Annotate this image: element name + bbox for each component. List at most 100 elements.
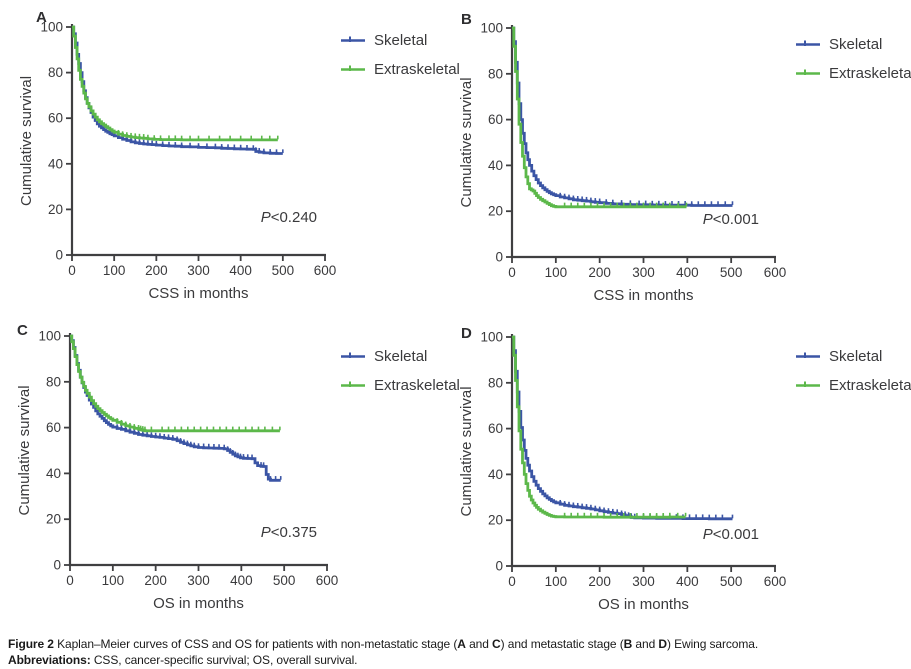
legend-item-extraskeletal: Extraskeletal [795, 375, 911, 395]
km-chart-c: 0 100 200 300 400 500 600 0 20 40 60 80 100 OS in mon… [16, 329, 339, 613]
km-chart-d: 0 100 200 300 400 500 600 0 20 40 60 80 100 OS in mon… [458, 330, 787, 614]
y-tick-label: 60 [488, 112, 503, 127]
p-value-number: <0.240 [270, 209, 317, 226]
curve-extraskeletal [72, 25, 278, 142]
x-tick-label: 0 [508, 265, 516, 280]
x-tick-label: 0 [66, 573, 74, 588]
km-chart-a: 0 100 200 300 400 500 600 0 20 40 60 80 100 CSS in mo… [18, 20, 337, 303]
x-tick-label: 100 [545, 574, 568, 589]
x-tick-label: 500 [720, 574, 743, 589]
y-tick-label: 60 [48, 111, 63, 126]
y-tick-label: 60 [488, 421, 503, 436]
legend-label-skeletal: Skeletal [829, 347, 883, 365]
skeletal-line-marker-icon [341, 352, 365, 358]
x-tick-label: 600 [764, 574, 787, 589]
x-tick-label: 400 [229, 263, 252, 278]
p-value-symbol: P [260, 209, 271, 226]
p-value-number: <0.375 [270, 524, 317, 541]
curve-extraskeletal [512, 335, 686, 519]
x-tick-label: 200 [588, 265, 611, 280]
extraskeletal-line-marker-icon [341, 381, 365, 387]
x-tick-label: 100 [545, 265, 568, 280]
extraskeletal-line-marker-icon [341, 65, 365, 71]
y-tick-label: 80 [48, 65, 63, 80]
y-tick-label: 100 [480, 330, 503, 345]
curve-extraskeletal [512, 26, 687, 209]
x-tick-label: 0 [508, 574, 516, 589]
p-value-a: P<0.240 [261, 209, 317, 226]
legend-c: Skeletal Extraskeletal [340, 346, 460, 404]
legend-label-extraskeletal: Extraskeletal [829, 64, 911, 82]
x-tick-label: 100 [102, 573, 125, 588]
legend-item-extraskeletal: Extraskeletal [340, 375, 460, 395]
x-tick-label: 200 [145, 263, 168, 278]
panel-b: B 0 100 200 300 400 500 600 0 20 40 60 80 100 CSS in … [455, 0, 911, 320]
km-chart-b: 0 100 200 300 400 500 600 0 20 40 60 80 100 CSS in mo… [458, 21, 786, 305]
x-tick-label: 600 [316, 573, 339, 588]
legend-label-extraskeletal: Extraskeletal [374, 60, 460, 78]
legend-item-extraskeletal: Extraskeletal [795, 63, 911, 83]
y-tick-label: 20 [488, 513, 503, 528]
legend-a: Skeletal Extraskeletal [340, 30, 460, 88]
skeletal-line-marker-icon [796, 352, 820, 358]
figure-caption-line1: Figure 2 Kaplan–Meier curves of CSS and … [8, 637, 759, 651]
y-tick-label: 40 [488, 158, 503, 173]
y-tick-label: 80 [488, 66, 503, 81]
x-axis-title: OS in months [598, 596, 689, 613]
x-axis-title: CSS in months [148, 285, 248, 302]
figure-caption: Figure 2 Kaplan–Meier curves of CSS and … [8, 636, 907, 668]
skeletal-line-marker-icon [796, 40, 820, 46]
panel-letter-d: D [461, 325, 472, 342]
x-tick-label: 100 [103, 263, 126, 278]
y-tick-label: 100 [38, 329, 61, 344]
y-tick-label: 80 [488, 375, 503, 390]
legend-item-skeletal: Skeletal [795, 34, 911, 54]
panel-letter-b: B [461, 11, 472, 28]
x-axis-title: CSS in months [593, 287, 693, 304]
y-tick-label: 0 [55, 248, 63, 263]
p-value-symbol: P [260, 524, 271, 541]
x-tick-label: 600 [314, 263, 337, 278]
x-tick-label: 500 [273, 573, 296, 588]
curve-skeletal [512, 26, 733, 207]
legend-item-extraskeletal: Extraskeletal [340, 59, 460, 79]
y-tick-label: 40 [488, 467, 503, 482]
x-tick-label: 300 [187, 573, 210, 588]
y-axis-title: Cumulative survival [458, 77, 475, 207]
y-tick-label: 40 [46, 466, 61, 481]
x-tick-label: 500 [720, 265, 743, 280]
y-tick-label: 60 [46, 420, 61, 435]
skeletal-line-marker-icon [341, 36, 365, 42]
legend-d: Skeletal Extraskeletal [795, 346, 911, 404]
legend-item-skeletal: Skeletal [340, 346, 460, 366]
curve-skeletal [512, 335, 733, 521]
y-axis-title: Cumulative survival [18, 76, 35, 206]
y-axis-title: Cumulative survival [458, 386, 475, 516]
curve-skeletal [70, 334, 281, 482]
y-tick-label: 100 [40, 20, 63, 35]
curve-skeletal [72, 25, 283, 155]
x-tick-label: 300 [632, 574, 655, 589]
p-value-number: <0.001 [712, 211, 759, 228]
panel-c: C 0 100 200 300 400 500 600 0 20 40 60 80 100 OS in m… [0, 320, 460, 640]
y-tick-label: 20 [488, 204, 503, 219]
legend-label-skeletal: Skeletal [829, 35, 883, 53]
y-tick-label: 0 [495, 559, 503, 574]
p-value-symbol: P [702, 211, 713, 228]
x-tick-label: 200 [144, 573, 167, 588]
x-tick-label: 500 [272, 263, 295, 278]
x-axis-title: OS in months [153, 595, 244, 612]
legend-item-skeletal: Skeletal [340, 30, 460, 50]
p-value-c: P<0.375 [261, 524, 317, 541]
y-tick-label: 0 [495, 250, 503, 265]
p-value-symbol: P [702, 526, 713, 543]
figure-caption-line2: Abbreviations: CSS, cancer-specific surv… [8, 653, 358, 667]
x-tick-label: 400 [676, 574, 699, 589]
y-tick-label: 100 [480, 21, 503, 36]
p-value-number: <0.001 [712, 526, 759, 543]
y-tick-label: 20 [46, 512, 61, 527]
y-tick-label: 80 [46, 374, 61, 389]
legend-label-extraskeletal: Extraskeletal [374, 376, 460, 394]
legend-b: Skeletal Extraskeletal [795, 34, 911, 92]
